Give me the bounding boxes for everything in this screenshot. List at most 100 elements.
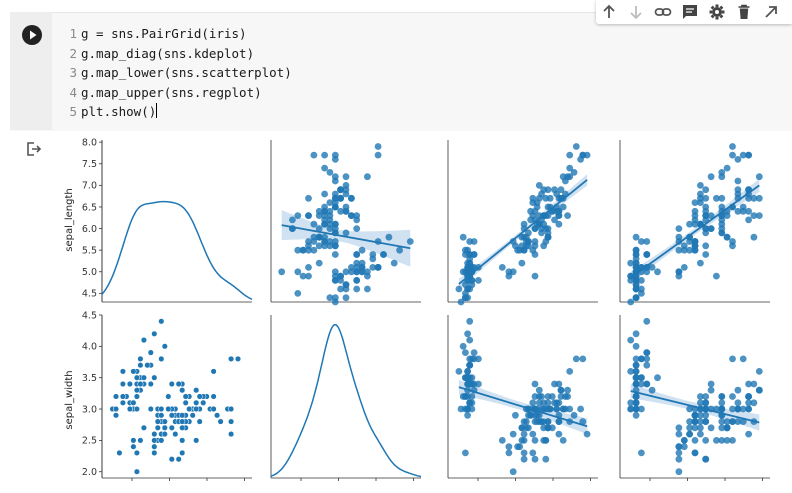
scatter-point — [648, 386, 656, 394]
scatter-point — [750, 233, 758, 241]
y-axis-label: sepal_width — [64, 370, 75, 429]
scatter-point — [126, 405, 133, 413]
scatter-point — [179, 387, 186, 394]
scatter-point — [707, 212, 715, 219]
scatter-point — [686, 430, 693, 438]
y-tick-label: 6.5 — [82, 202, 97, 213]
scatter-point — [189, 412, 196, 419]
scatter-point — [718, 437, 726, 444]
scatter-point — [310, 246, 318, 254]
scatter-point — [632, 255, 640, 263]
scatter-point — [686, 246, 693, 254]
scatter-point — [535, 386, 543, 394]
scatter-point — [729, 405, 736, 413]
scatter-point — [691, 418, 699, 425]
scatter-point — [755, 368, 763, 375]
y-tick-label: 7.0 — [82, 181, 97, 192]
scatter-point — [342, 173, 350, 181]
scatter-point — [697, 424, 704, 432]
scatter-point — [638, 374, 645, 382]
scatter-point — [130, 399, 137, 406]
scatter-point — [718, 229, 726, 237]
scatter-point — [133, 387, 140, 394]
delete-button[interactable] — [735, 3, 753, 21]
gear-icon — [709, 4, 725, 20]
scatter-point — [462, 294, 469, 302]
scatter-point — [294, 290, 302, 297]
scatter-point — [466, 380, 474, 388]
scatter-point — [686, 220, 693, 228]
scatter-point — [632, 355, 640, 363]
regression-line — [458, 179, 588, 285]
scatter-point — [520, 430, 528, 438]
scatter-point — [315, 259, 323, 267]
move-down-button[interactable] — [627, 3, 645, 21]
scatter-point — [520, 246, 528, 254]
scatter-point — [305, 194, 312, 202]
scatter-point — [566, 405, 574, 413]
settings-button[interactable] — [708, 3, 726, 21]
scatter-point — [462, 349, 469, 356]
scatter-point — [755, 173, 763, 181]
scatter-point — [643, 238, 651, 245]
scatter-point — [638, 355, 645, 363]
open-icon — [765, 6, 777, 18]
scatter-point — [686, 405, 693, 413]
scatter-point — [686, 418, 693, 425]
scatter-point — [538, 418, 545, 425]
scatter-point — [369, 264, 377, 271]
scatter-point — [342, 207, 350, 215]
run-button[interactable] — [22, 25, 42, 45]
scatter-point — [179, 418, 186, 425]
scatter-point — [299, 246, 307, 254]
subplot-r0-c0 — [101, 140, 253, 303]
scatter-point — [331, 277, 339, 284]
code-cell[interactable] — [10, 12, 792, 131]
scatter-point — [470, 349, 478, 356]
scatter-point — [468, 264, 476, 271]
scatter-point — [643, 317, 651, 325]
scatter-point — [342, 190, 350, 198]
scatter-point — [196, 418, 203, 425]
arrow-up-icon — [603, 4, 615, 18]
scatter-point — [457, 298, 465, 306]
scatter-point — [464, 285, 471, 293]
scatter-point — [374, 143, 382, 150]
scatter-point — [755, 194, 763, 202]
scatter-point — [210, 405, 217, 413]
play-icon — [30, 30, 37, 40]
regression-line — [630, 390, 760, 424]
scatter-point — [331, 251, 339, 258]
scatter-point — [564, 212, 571, 219]
code-text: g.map_upper(sns.regplot) — [81, 84, 262, 100]
scatter-point — [638, 277, 645, 284]
scatter-point — [702, 418, 710, 425]
scatter-point — [745, 194, 752, 202]
scatter-point — [348, 194, 355, 202]
scatter-point — [632, 399, 640, 407]
scatter-point — [147, 349, 154, 356]
scatter-point — [161, 343, 168, 350]
link-button[interactable] — [654, 3, 672, 21]
code-line: 1 g = sns.PairGrid(iris) — [64, 24, 292, 44]
scatter-point — [529, 199, 537, 206]
scatter-point — [707, 225, 715, 232]
move-up-button[interactable] — [600, 3, 618, 21]
code-text: g = sns.PairGrid(iris) — [81, 26, 247, 41]
scatter-point — [551, 186, 558, 194]
open-in-editor-button[interactable] — [762, 3, 780, 21]
scatter-point — [126, 380, 133, 388]
code-editor[interactable]: 1 g = sns.PairGrid(iris) 2 g.map_diag(sns.… — [64, 24, 292, 122]
scatter-point — [353, 277, 361, 284]
scatter-point — [119, 399, 126, 406]
scatter-point — [175, 380, 182, 388]
scatter-point — [518, 259, 526, 267]
scatter-point — [193, 387, 200, 394]
scatter-point — [165, 393, 172, 400]
scatter-point — [566, 368, 574, 375]
scatter-point — [337, 194, 344, 202]
scatter-point — [739, 405, 747, 413]
comment-button[interactable] — [681, 3, 699, 21]
scatter-point — [734, 177, 742, 185]
scatter-point — [172, 431, 179, 438]
